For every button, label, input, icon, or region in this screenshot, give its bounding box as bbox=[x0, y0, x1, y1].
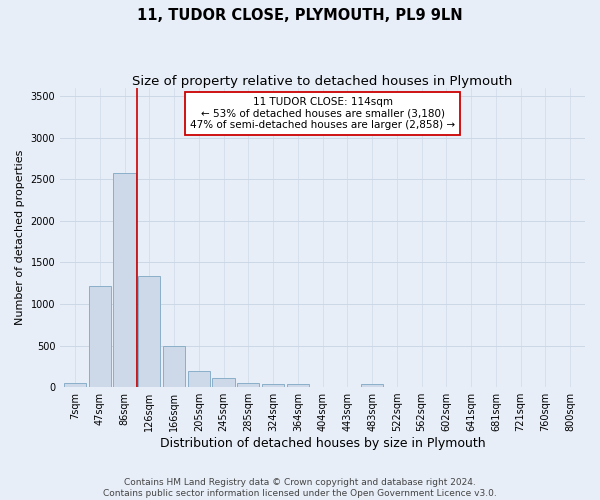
X-axis label: Distribution of detached houses by size in Plymouth: Distribution of detached houses by size … bbox=[160, 437, 485, 450]
Bar bbox=[138, 276, 160, 387]
Y-axis label: Number of detached properties: Number of detached properties bbox=[15, 150, 25, 325]
Bar bbox=[361, 384, 383, 387]
Bar bbox=[237, 383, 259, 387]
Bar bbox=[212, 378, 235, 387]
Bar bbox=[287, 384, 309, 387]
Text: Contains HM Land Registry data © Crown copyright and database right 2024.
Contai: Contains HM Land Registry data © Crown c… bbox=[103, 478, 497, 498]
Bar bbox=[113, 172, 136, 387]
Bar bbox=[89, 286, 111, 387]
Bar bbox=[188, 371, 210, 387]
Text: 11 TUDOR CLOSE: 114sqm
← 53% of detached houses are smaller (3,180)
47% of semi-: 11 TUDOR CLOSE: 114sqm ← 53% of detached… bbox=[190, 97, 455, 130]
Bar bbox=[163, 346, 185, 387]
Title: Size of property relative to detached houses in Plymouth: Size of property relative to detached ho… bbox=[133, 75, 513, 88]
Text: 11, TUDOR CLOSE, PLYMOUTH, PL9 9LN: 11, TUDOR CLOSE, PLYMOUTH, PL9 9LN bbox=[137, 8, 463, 22]
Bar bbox=[64, 383, 86, 387]
Bar bbox=[262, 384, 284, 387]
